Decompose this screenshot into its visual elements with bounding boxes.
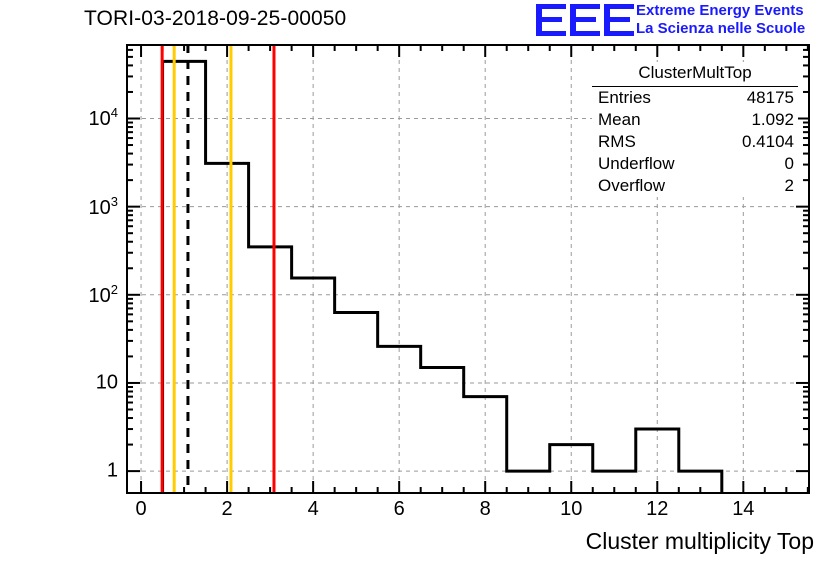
x-tick-label: 4 — [307, 498, 319, 520]
logo-line-2: La Scienza nelle Scuole — [636, 20, 806, 37]
x-tick-label: 14 — [732, 498, 755, 520]
stats-row: RMS 0.4104 — [592, 131, 798, 153]
stats-row-value: 48175 — [746, 88, 794, 107]
y-tick-label: 102 — [88, 281, 118, 307]
stats-row: Entries 48175 — [592, 87, 798, 109]
logo-line-1: Extreme Energy Events — [636, 2, 804, 19]
x-tick-label: 0 — [135, 498, 147, 520]
stats-row: Underflow 0 — [592, 153, 798, 175]
y-tick-label: 1 — [106, 459, 118, 482]
stats-row-value: 0 — [784, 154, 794, 173]
x-axis-labels: 0 2 4 6 8 10 12 14 — [0, 498, 836, 528]
x-tick-label: 10 — [560, 498, 583, 520]
x-tick-label: 2 — [221, 498, 233, 520]
stats-row-label: Underflow — [598, 154, 675, 173]
x-tick-label: 12 — [646, 498, 669, 520]
stats-row-value: 0.4104 — [742, 132, 794, 151]
stats-rows: Entries 48175 Mean 1.092 RMS 0.4104 Underflow 0… — [592, 87, 798, 197]
y-tick-label: 103 — [88, 193, 118, 219]
x-axis-title: Cluster multiplicity Top — [585, 528, 814, 554]
y-tick-label: 10 — [95, 371, 118, 394]
page-title: TORI-03-2018-09-25-00050 — [84, 7, 347, 30]
stats-row-label: RMS — [598, 132, 636, 151]
stats-row-label: Mean — [598, 110, 641, 129]
plot-frame — [126, 44, 810, 494]
stats-row: Overflow 2 — [592, 175, 798, 197]
stats-row-label: Entries — [598, 88, 651, 107]
x-tick-label: 6 — [393, 498, 405, 520]
eee-logo: Extreme Energy Events La Scienza nelle S… — [536, 2, 832, 40]
stats-row-label: Overflow — [598, 176, 666, 195]
stats-row: Mean 1.092 — [592, 109, 798, 131]
stats-title: ClusterMultTop — [592, 62, 798, 87]
stats-row-value: 2 — [784, 176, 794, 195]
y-axis-labels: 1 10 102 103 104 — [0, 0, 118, 572]
stats-row-value: 1.092 — [751, 110, 794, 129]
histogram-outline — [161, 59, 724, 494]
y-tick-label: 104 — [88, 105, 118, 131]
eee-logo-mark — [536, 4, 634, 36]
x-tick-label: 8 — [479, 498, 491, 520]
stats-box: ClusterMultTop Entries 48175 Mean 1.092 RMS 0… — [592, 62, 798, 197]
